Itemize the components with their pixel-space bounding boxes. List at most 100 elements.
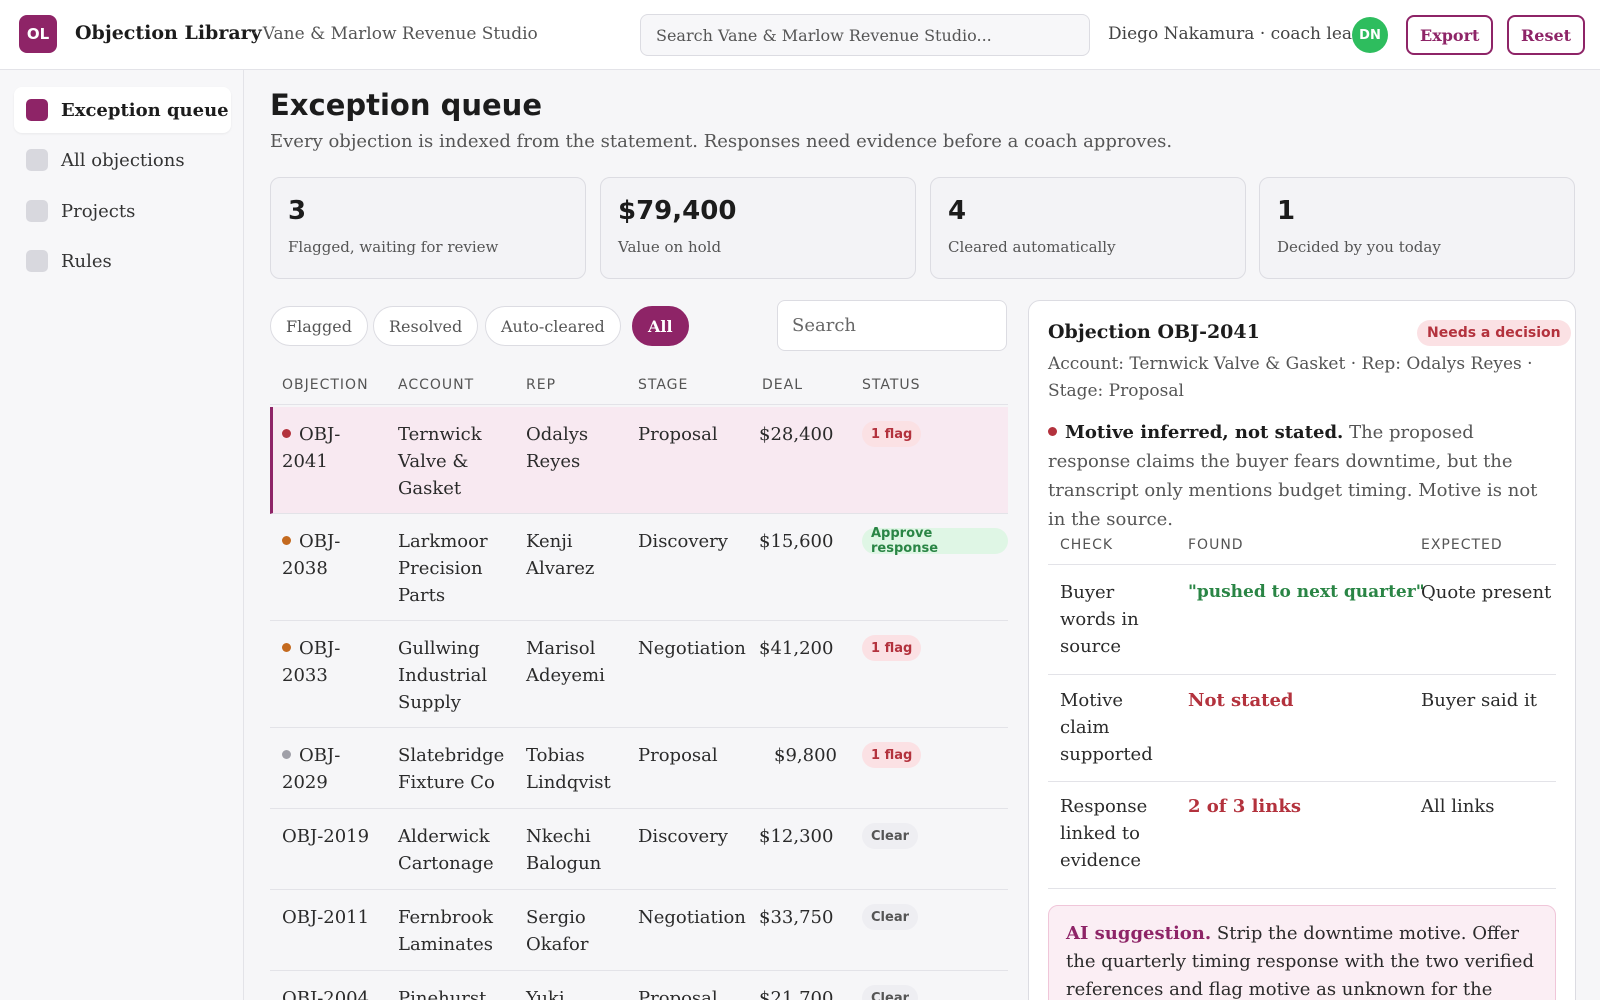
org-name: · Vane & Marlow Revenue Studio [252,24,538,44]
stage-cell: Discovery [638,826,728,847]
objection-id-cell: OBJ- 2038 [282,531,341,579]
rep-cell: Tobias Lindqvist [526,745,611,793]
status-badge: Clear [862,904,918,930]
found-column-header: FOUND [1188,537,1244,553]
filter-chip-flagged[interactable]: Flagged [270,306,368,346]
page-title: Exception queue [270,88,542,122]
table-row[interactable]: OBJ- 2038 Larkmoor Precision Parts Kenji Alv… [270,514,1008,621]
check-cell: Response linked to evidence [1060,796,1148,871]
column-header-deal[interactable]: DEAL [762,377,804,393]
sidebar-item-exception-queue[interactable]: Exception queue [14,87,231,133]
finding-dot [1048,427,1057,436]
approve-response-badge[interactable]: Approve response [862,526,1008,556]
found-cell: 2 of 3 links [1188,796,1301,817]
ai-suggestion-label: AI suggestion. [1066,923,1212,944]
stat-card-decided-today: 1 Decided by you today [1259,177,1575,279]
stage-cell: Proposal [638,424,718,445]
stat-card-flagged: 3 Flagged, waiting for review [270,177,586,279]
sidebar-item-all-objections[interactable]: All objections [14,137,231,183]
row-divider [1048,888,1556,889]
column-header-account[interactable]: ACCOUNT [398,377,475,393]
sidebar-item-label: Exception queue [61,99,229,121]
objection-id-cell: OBJ-2019 [282,826,370,847]
column-header-status[interactable]: STATUS [862,377,921,393]
sidebar-item-label: All objections [61,149,185,171]
deal-cell: $21,700 [759,988,834,1000]
stat-label: Cleared automatically [948,238,1116,256]
account-cell: Fernbrook Laminates [398,907,494,955]
rep-cell: Yuki [526,988,565,1000]
expected-cell: Quote present [1421,582,1552,603]
deal-cell: $33,750 [759,907,834,928]
table-header-divider [270,404,1008,405]
needs-decision-badge: Needs a decision [1417,320,1571,346]
deal-cell: $9,800 [774,745,837,766]
account-cell: Gullwing Industrial Supply [398,638,488,713]
stage-cell: Negotiation [638,907,746,928]
status-badge: Clear [862,985,918,1000]
detail-title: Objection OBJ-2041 [1048,321,1260,343]
table-row[interactable]: OBJ-2011 Fernbrook Laminates Sergio Okafor… [270,890,1008,971]
rep-cell: Nkechi Balogun [526,826,602,874]
status-badge: 1 flag [862,742,922,768]
table-row[interactable]: OBJ- 2033 Gullwing Industrial Supply Mariso… [270,621,1008,728]
sidebar: Exception queue All objections Projects … [0,70,244,1000]
found-cell: Not stated [1188,690,1294,711]
objection-detail-panel: Objection OBJ-2041 Needs a decision Acco… [1028,300,1576,1000]
app-logo: OL [19,15,57,53]
queue-icon [26,99,48,121]
table-row[interactable]: OBJ-2019 Alderwick Cartonage Nkechi Balogu… [270,809,1008,890]
account-cell: Pinehurst [398,988,487,1000]
rep-cell: Kenji Alvarez [526,531,595,579]
stage-cell: Proposal [638,988,718,1000]
column-header-rep[interactable]: REP [526,377,557,393]
objection-id-cell: OBJ- 2041 [282,424,341,472]
sidebar-item-projects[interactable]: Projects [14,188,231,234]
priority-dot [282,536,291,545]
stage-cell: Negotiation [638,638,746,659]
expected-cell: Buyer said it [1421,690,1537,711]
column-header-stage[interactable]: STAGE [638,377,689,393]
ai-suggestion-box: AI suggestion. Strip the downtime motive… [1048,905,1556,1000]
stat-value: 1 [1277,196,1296,226]
stat-value: 3 [288,196,307,226]
reset-button[interactable]: Reset [1507,15,1586,55]
column-header-objection[interactable]: OBJECTION [282,377,369,393]
sidebar-item-rules[interactable]: Rules [14,238,231,284]
filter-chip-all[interactable]: All [632,306,689,346]
table-row[interactable]: OBJ- 2041 Ternwick Valve & Gasket Odalys Rey… [270,407,1008,514]
deal-cell: $28,400 [759,424,834,445]
page-subtitle: Every objection is indexed from the stat… [270,131,1173,152]
global-search-input[interactable] [640,14,1090,56]
priority-dot [282,429,291,438]
account-cell: Alderwick Cartonage [398,826,494,874]
deal-cell: $12,300 [759,826,834,847]
objection-id-cell: OBJ-2004 [282,988,370,1000]
ai-suggestion-text: Strip the downtime motive. Offer the qua… [1066,923,1534,1000]
filter-chip-resolved[interactable]: Resolved [373,306,479,346]
stat-label: Value on hold [618,238,722,256]
rep-cell: Sergio Okafor [526,907,589,955]
found-cell: "pushed to next quarter" [1188,582,1425,602]
list-icon [26,149,48,171]
rules-icon [26,250,48,272]
finding-title: Motive inferred, not stated. [1065,422,1344,443]
stat-label: Flagged, waiting for review [288,238,499,256]
table-search-input[interactable] [777,300,1007,351]
priority-dot [282,643,291,652]
avatar[interactable]: DN [1352,17,1388,53]
priority-dot [282,750,291,759]
account-cell: Ternwick Valve & Gasket [398,424,482,499]
filter-chip-auto-cleared[interactable]: Auto-cleared [485,306,621,346]
account-cell: Larkmoor Precision Parts [398,531,488,606]
table-row[interactable]: OBJ- 2029 Slatebridge Fixture Co Tobias Lin… [270,728,1008,809]
account-cell: Slatebridge Fixture Co [398,745,505,793]
export-button[interactable]: Export [1406,15,1494,55]
user-name: Diego Nakamura · coach lead [1108,24,1363,44]
table-row[interactable]: OBJ-2004 Pinehurst Yuki Proposal $21,700… [270,971,1008,1000]
check-cell: Motive claim supported [1060,690,1153,765]
objection-id-cell: OBJ- 2033 [282,638,341,686]
sidebar-item-label: Rules [61,250,112,272]
status-badge: 1 flag [862,635,922,661]
stat-card-auto-cleared: 4 Cleared automatically [930,177,1246,279]
